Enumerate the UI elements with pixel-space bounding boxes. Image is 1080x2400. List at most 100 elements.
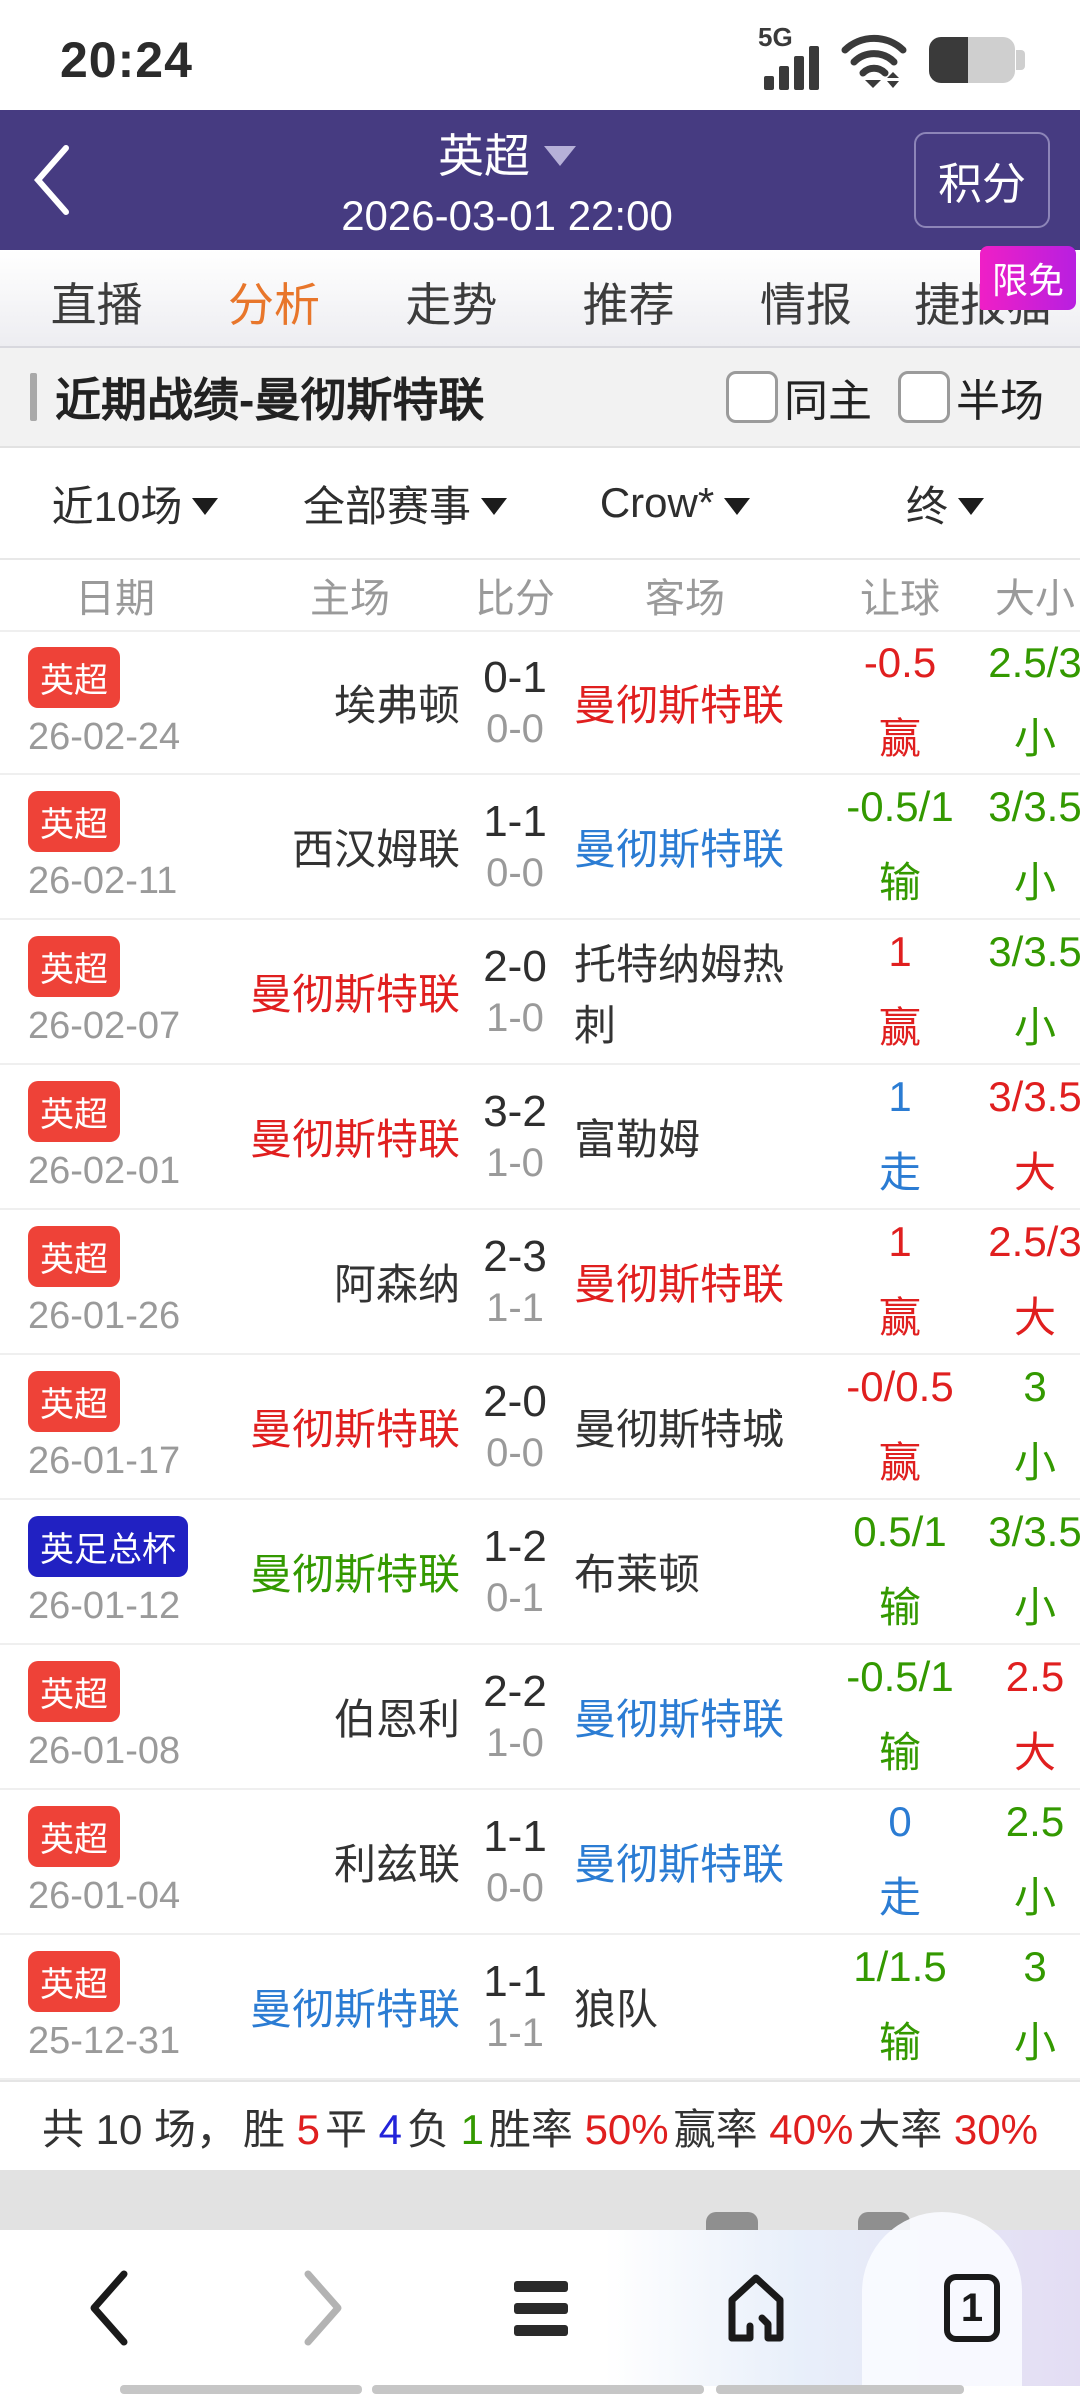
checkbox-同主[interactable]: 同主: [726, 365, 872, 429]
home-team[interactable]: 利兹联: [333, 1841, 460, 1888]
over-under-result: 大: [1013, 1149, 1056, 1196]
filter-label: 全部赛事: [302, 482, 471, 530]
home-team[interactable]: 西汉姆联: [291, 826, 460, 873]
handicap-result: 输: [878, 1584, 921, 1631]
table-row[interactable]: 英超 26-01-17 曼彻斯特联 2-0 0-0 曼彻斯特城 -0/0.5 赢…: [0, 1355, 1080, 1500]
nav-menu-button[interactable]: [480, 2248, 600, 2368]
home-team[interactable]: 埃弗顿: [333, 682, 460, 729]
league-badge: 英超: [28, 1370, 120, 1432]
away-team[interactable]: 曼彻斯特联: [574, 1261, 785, 1308]
table-row[interactable]: 英超 25-12-31 曼彻斯特联 1-1 1-1 狼队 1/1.5 输 3 小: [0, 1935, 1080, 2080]
checkbox-半场[interactable]: 半场: [898, 365, 1044, 429]
summary-item: 共 10 场，: [42, 2105, 239, 2153]
checkbox-box[interactable]: [726, 371, 778, 423]
full-time-score: 1-1: [483, 1812, 547, 1861]
league-badge: 英足总杯: [28, 1515, 188, 1577]
away-team[interactable]: 布莱顿: [574, 1551, 701, 1598]
home-team[interactable]: 阿森纳: [333, 1261, 460, 1308]
home-team[interactable]: 曼彻斯特联: [249, 1406, 460, 1453]
match-date: 26-02-11: [28, 859, 178, 902]
match-date: 26-02-24: [28, 715, 181, 758]
handicap-result: 赢: [878, 1439, 921, 1486]
over-under-line: 2.5: [1005, 1653, 1065, 1700]
league-name: 英超: [438, 130, 530, 182]
chevron-right-icon: [304, 2270, 342, 2346]
table-row[interactable]: 英超 26-02-11 西汉姆联 1-1 0-0 曼彻斯特联 -0.5/1 输 …: [0, 775, 1080, 920]
filter-label: 近10场: [51, 482, 183, 530]
over-under-line: 3/3.5: [988, 1073, 1080, 1120]
chevron-down-icon: [544, 146, 576, 166]
tab-2[interactable]: 分析: [227, 279, 320, 331]
home-indicator: [0, 2385, 1080, 2395]
filter-dropdown-4[interactable]: 终: [810, 473, 1080, 534]
away-team[interactable]: 曼彻斯特城: [574, 1406, 785, 1453]
tab-1[interactable]: 直播: [50, 279, 143, 331]
header-center: 英超 2026-03-01 22:00: [100, 120, 914, 240]
summary-item: 大率 30%: [858, 2105, 1038, 2153]
home-team[interactable]: 曼彻斯特联: [249, 971, 460, 1018]
table-row[interactable]: 英超 26-02-24 埃弗顿 0-1 0-0 曼彻斯特联 -0.5 赢 2.5…: [0, 630, 1080, 775]
handicap-line: 1/1.5: [853, 1943, 947, 1990]
tab-count: 1: [944, 2274, 1000, 2342]
table-row[interactable]: 英超 26-02-07 曼彻斯特联 2-0 1-0 托特纳姆热刺 1 赢 3/3…: [0, 920, 1080, 1065]
tab-5[interactable]: 情报: [759, 279, 852, 331]
table-row[interactable]: 英超 26-01-26 阿森纳 2-3 1-1 曼彻斯特联 1 赢 2.5/3 …: [0, 1210, 1080, 1355]
nav-tabs-button[interactable]: 1: [912, 2248, 1032, 2368]
home-team[interactable]: 曼彻斯特联: [249, 1116, 460, 1163]
table-row[interactable]: 英超 26-02-01 曼彻斯特联 3-2 1-0 富勒姆 1 走 3/3.5 …: [0, 1065, 1080, 1210]
column-header: 主场: [310, 577, 390, 621]
over-under-result: 大: [1013, 1294, 1056, 1341]
over-under-line: 2.5: [1005, 1798, 1065, 1845]
league-badge: 英超: [28, 1950, 120, 2012]
clock: 20:24: [60, 32, 193, 88]
summary-item: 胜 5: [243, 2105, 321, 2153]
match-date: 26-01-08: [28, 1729, 181, 1772]
full-time-score: 2-3: [483, 1232, 547, 1281]
filter-dropdown-2[interactable]: 全部赛事: [270, 473, 540, 534]
caret-down-icon: [192, 497, 219, 515]
over-under-line: 3: [1023, 1363, 1047, 1410]
away-team[interactable]: 曼彻斯特联: [574, 682, 785, 729]
away-team[interactable]: 曼彻斯特联: [574, 1841, 785, 1888]
home-team[interactable]: 伯恩利: [333, 1696, 460, 1743]
cellular-signal-icon: 5G: [758, 22, 819, 90]
table-row[interactable]: 英超 26-01-04 利兹联 1-1 0-0 曼彻斯特联 0 走 2.5 小: [0, 1790, 1080, 1935]
away-team[interactable]: 狼队: [574, 1986, 659, 2033]
over-under-line: 3/3.5: [988, 783, 1080, 830]
column-header: 让球: [860, 577, 940, 621]
full-time-score: 1-1: [483, 1957, 547, 2006]
away-team[interactable]: 富勒姆: [574, 1116, 701, 1163]
home-team[interactable]: 曼彻斯特联: [249, 1986, 460, 2033]
checkbox-box[interactable]: [898, 371, 950, 423]
match-date: 26-01-17: [28, 1439, 181, 1482]
filter-row: 近10场 全部赛事 Crow* 终: [0, 448, 1080, 560]
nav-forward-button[interactable]: [264, 2248, 384, 2368]
handicap-result: 赢: [878, 1294, 921, 1341]
tab-3[interactable]: 走势: [405, 279, 498, 331]
handicap-result: 输: [878, 2019, 921, 2066]
away-team[interactable]: 曼彻斯特联: [574, 826, 785, 873]
handicap-line: 1: [888, 1073, 912, 1120]
table-row[interactable]: 英足总杯 26-01-12 曼彻斯特联 1-2 0-1 布莱顿 0.5/1 输 …: [0, 1500, 1080, 1645]
battery-icon: [929, 37, 1025, 83]
filter-dropdown-3[interactable]: Crow*: [540, 479, 810, 527]
handicap-line: -0.5: [863, 639, 937, 686]
nav-home-button[interactable]: [696, 2248, 816, 2368]
table-row[interactable]: 英超 26-01-08 伯恩利 2-2 1-0 曼彻斯特联 -0.5/1 输 2…: [0, 1645, 1080, 1790]
league-selector[interactable]: 英超: [438, 120, 576, 186]
menu-icon: [514, 2281, 568, 2336]
handicap-line: 1: [888, 928, 912, 975]
home-team[interactable]: 曼彻斯特联: [249, 1551, 460, 1598]
handicap-line: -0.5/1: [846, 1653, 954, 1700]
over-under-result: 大: [1013, 1729, 1056, 1776]
nav-back-button[interactable]: [48, 2248, 168, 2368]
match-date: 26-02-01: [28, 1149, 181, 1192]
filter-dropdown-1[interactable]: 近10场: [0, 473, 270, 534]
chevron-left-icon: [90, 2270, 128, 2346]
tab-4[interactable]: 推荐: [582, 279, 675, 331]
standings-button[interactable]: 积分: [914, 132, 1050, 228]
away-team[interactable]: 托特纳姆热刺: [574, 940, 785, 1049]
away-team[interactable]: 曼彻斯特联: [574, 1696, 785, 1743]
back-button[interactable]: [30, 142, 100, 218]
